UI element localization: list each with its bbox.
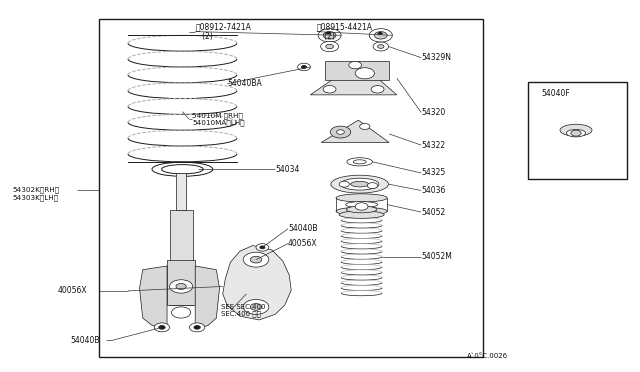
Circle shape bbox=[373, 42, 388, 51]
Circle shape bbox=[326, 44, 333, 49]
Ellipse shape bbox=[331, 175, 388, 193]
Text: 54329N: 54329N bbox=[421, 53, 451, 62]
Bar bbox=[176, 173, 186, 210]
Circle shape bbox=[159, 326, 165, 329]
Ellipse shape bbox=[346, 206, 377, 213]
Circle shape bbox=[250, 304, 262, 310]
Text: 54325: 54325 bbox=[421, 169, 445, 177]
Polygon shape bbox=[310, 61, 397, 95]
Text: ⓥ08915-4421A
   (2): ⓥ08915-4421A (2) bbox=[317, 22, 372, 41]
Ellipse shape bbox=[336, 194, 387, 202]
Bar bbox=[167, 260, 195, 305]
Circle shape bbox=[355, 203, 368, 210]
Circle shape bbox=[298, 63, 310, 71]
Circle shape bbox=[360, 124, 370, 129]
Circle shape bbox=[323, 32, 336, 39]
Text: 54302K（RH）
54303K（LH）: 54302K（RH） 54303K（LH） bbox=[13, 186, 60, 201]
Circle shape bbox=[337, 130, 344, 134]
Ellipse shape bbox=[339, 211, 384, 218]
Bar bbox=[528, 82, 627, 179]
Ellipse shape bbox=[152, 162, 212, 176]
Circle shape bbox=[189, 323, 205, 332]
Text: A`0°C.0026: A`0°C.0026 bbox=[467, 353, 508, 359]
Circle shape bbox=[374, 32, 387, 39]
Polygon shape bbox=[321, 120, 389, 142]
Text: 54040BA: 54040BA bbox=[227, 79, 262, 88]
Circle shape bbox=[323, 86, 336, 93]
Circle shape bbox=[256, 244, 269, 251]
Circle shape bbox=[349, 61, 362, 69]
Circle shape bbox=[243, 299, 269, 314]
Circle shape bbox=[339, 181, 349, 187]
Polygon shape bbox=[195, 266, 220, 329]
Polygon shape bbox=[223, 246, 291, 320]
Text: 54322: 54322 bbox=[421, 141, 445, 150]
Bar bbox=[325, 61, 389, 80]
Text: SEE SEC.400
SEC.400 参照: SEE SEC.400 SEC.400 参照 bbox=[221, 304, 266, 317]
Ellipse shape bbox=[346, 202, 378, 208]
Ellipse shape bbox=[340, 178, 379, 190]
Circle shape bbox=[330, 126, 351, 138]
Text: 40056X: 40056X bbox=[58, 286, 87, 295]
Text: 40056X: 40056X bbox=[288, 239, 317, 248]
Text: 54320: 54320 bbox=[421, 108, 445, 117]
Text: 54010M （RH）
54010MA（LH）: 54010M （RH） 54010MA（LH） bbox=[192, 112, 244, 126]
Text: 54052M: 54052M bbox=[421, 252, 452, 261]
Bar bbox=[170, 210, 193, 305]
Text: 54036: 54036 bbox=[421, 186, 445, 195]
Circle shape bbox=[378, 45, 384, 48]
Circle shape bbox=[170, 280, 193, 293]
Circle shape bbox=[378, 32, 383, 35]
Circle shape bbox=[321, 41, 339, 52]
Circle shape bbox=[369, 29, 392, 42]
Polygon shape bbox=[140, 266, 167, 329]
Circle shape bbox=[571, 130, 581, 136]
Circle shape bbox=[194, 326, 200, 329]
Text: 54052: 54052 bbox=[421, 208, 445, 217]
Ellipse shape bbox=[566, 129, 586, 137]
Circle shape bbox=[243, 252, 269, 267]
Circle shape bbox=[367, 183, 378, 189]
Circle shape bbox=[355, 68, 374, 79]
Text: 54040B: 54040B bbox=[288, 224, 317, 233]
Text: ⓝ08912-7421A
   (2): ⓝ08912-7421A (2) bbox=[195, 22, 251, 41]
Circle shape bbox=[176, 283, 186, 289]
Circle shape bbox=[301, 65, 307, 68]
Ellipse shape bbox=[351, 181, 369, 187]
Circle shape bbox=[250, 256, 262, 263]
Circle shape bbox=[154, 323, 170, 332]
Circle shape bbox=[172, 307, 191, 318]
Ellipse shape bbox=[336, 207, 387, 215]
Circle shape bbox=[318, 29, 341, 42]
Circle shape bbox=[371, 86, 384, 93]
Bar bbox=[99, 19, 483, 357]
Circle shape bbox=[326, 32, 331, 35]
Ellipse shape bbox=[353, 160, 366, 164]
Circle shape bbox=[260, 246, 265, 249]
Text: 54034: 54034 bbox=[275, 165, 300, 174]
Text: 54040B: 54040B bbox=[70, 336, 100, 345]
Ellipse shape bbox=[560, 124, 592, 136]
Text: 54040F: 54040F bbox=[541, 89, 570, 97]
Ellipse shape bbox=[161, 164, 204, 174]
Ellipse shape bbox=[347, 158, 372, 166]
